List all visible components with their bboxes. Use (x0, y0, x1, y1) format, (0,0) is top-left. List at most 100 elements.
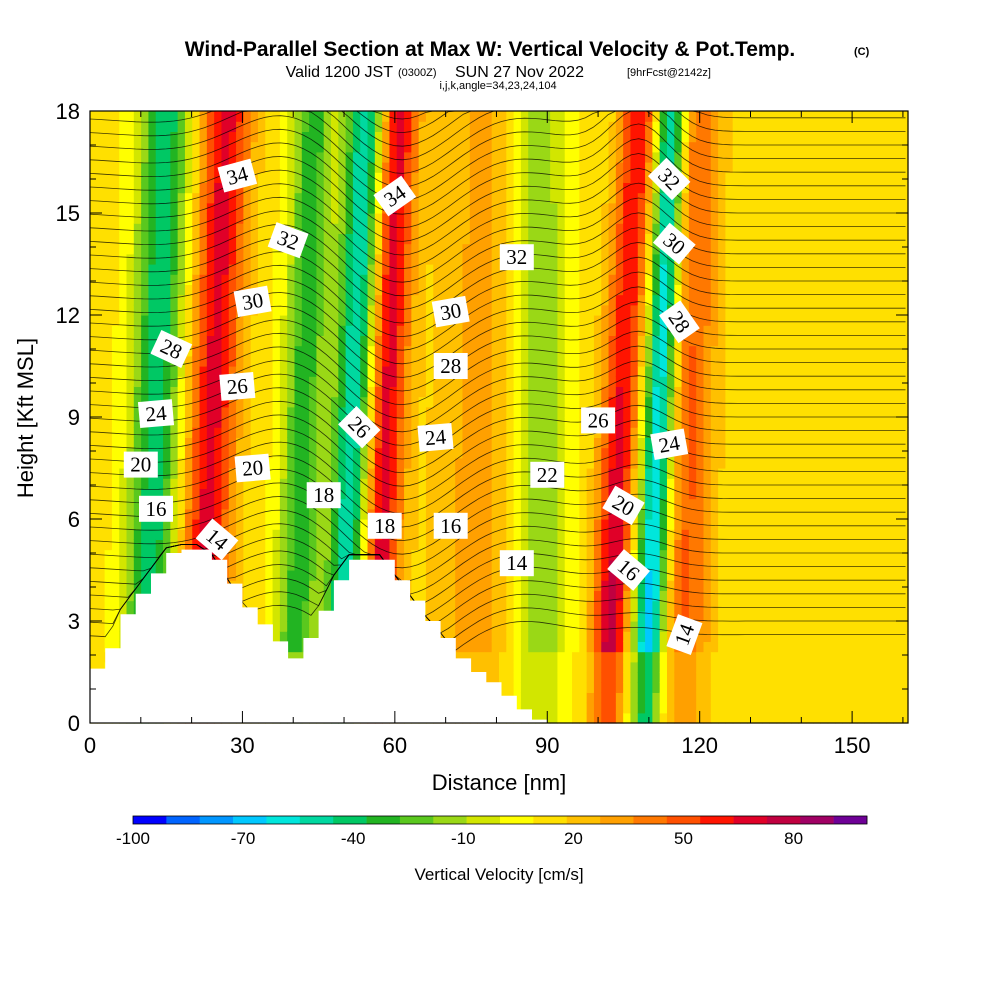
field-cell (674, 141, 683, 153)
field-cell (469, 121, 478, 132)
field-cell (557, 570, 566, 581)
field-cell (535, 427, 544, 438)
field-cell (586, 233, 595, 245)
field-cell (550, 610, 559, 622)
field-cell (586, 549, 595, 561)
field-cell (688, 111, 697, 122)
field-cell (155, 437, 164, 449)
field-cell (418, 264, 427, 275)
field-cell (659, 335, 668, 347)
field-cell (90, 172, 98, 183)
field-cell (199, 243, 208, 255)
field-cell (528, 345, 537, 357)
field-cell (681, 519, 690, 530)
field-cell (608, 264, 617, 275)
field-cell (564, 559, 573, 571)
field-cell (681, 498, 690, 510)
field-cell (433, 223, 442, 234)
field-cell (374, 131, 383, 143)
field-cell (236, 437, 244, 449)
field-cell (652, 284, 661, 296)
field-cell (119, 570, 128, 581)
field-cell (586, 682, 595, 693)
field-cell (652, 253, 661, 265)
field-cell (535, 335, 544, 347)
field-cell (557, 661, 566, 673)
field-cell (272, 447, 281, 459)
field-cell (404, 202, 412, 214)
field-cell (455, 151, 464, 163)
field-cell (338, 233, 347, 245)
field-cell (484, 457, 493, 469)
field-cell (586, 396, 595, 408)
field-cell (513, 376, 522, 387)
field-cell (111, 406, 120, 418)
field-cell (111, 121, 120, 132)
field-cell (250, 345, 259, 357)
field-cell (572, 366, 580, 377)
field-cell (484, 213, 493, 224)
field-cell (637, 274, 646, 285)
field-cell (119, 284, 128, 296)
field-cell (528, 702, 537, 714)
field-cell (294, 519, 303, 530)
field-cell (316, 457, 325, 469)
field-cell (506, 355, 515, 367)
field-cell (338, 355, 347, 367)
field-cell (90, 559, 98, 571)
field-cell (214, 151, 223, 163)
field-cell (528, 315, 537, 326)
field-cell (652, 274, 661, 285)
field-cell (645, 529, 653, 540)
field-cell (236, 151, 244, 163)
field-cell (389, 366, 398, 377)
field-cell (250, 121, 259, 132)
field-cell (287, 417, 296, 428)
field-cell (133, 570, 142, 581)
field-cell (331, 192, 339, 204)
field-cell (564, 508, 573, 520)
field-cell (236, 274, 244, 285)
field-cell (542, 702, 551, 714)
field-cell (550, 631, 559, 642)
field-cell (601, 131, 610, 143)
field-cell (352, 264, 361, 275)
field-cell (608, 590, 617, 602)
field-cell (593, 519, 602, 530)
field-cell (360, 376, 369, 387)
field-cell (133, 233, 142, 245)
field-cell (659, 345, 668, 357)
field-cell (104, 631, 113, 642)
field-cell (141, 335, 150, 347)
field-cell (184, 294, 193, 306)
field-cell (645, 182, 653, 194)
field-cell (572, 580, 580, 591)
field-cell (257, 182, 266, 194)
field-cell (652, 519, 661, 530)
field-cell (272, 253, 281, 265)
field-cell (316, 437, 325, 449)
field-cell (579, 580, 588, 591)
field-cell (250, 437, 259, 449)
field-cell (623, 386, 632, 398)
field-cell (491, 641, 500, 653)
field-cell (279, 376, 288, 387)
field-cell (323, 213, 332, 224)
field-cell (520, 396, 529, 408)
field-cell (593, 294, 602, 306)
field-cell (579, 355, 588, 367)
field-cell (681, 570, 690, 581)
field-cell (681, 376, 690, 387)
field-cell (228, 396, 237, 408)
field-cell (141, 253, 150, 265)
field-cell (184, 162, 193, 173)
field-cell (572, 131, 580, 143)
field-cell (206, 406, 215, 418)
field-cell (155, 182, 164, 194)
field-cell (572, 284, 580, 296)
field-cell (506, 151, 515, 163)
field-cell (425, 498, 434, 510)
field-cell (148, 121, 157, 132)
field-cell (279, 406, 288, 418)
field-cell (257, 386, 266, 398)
